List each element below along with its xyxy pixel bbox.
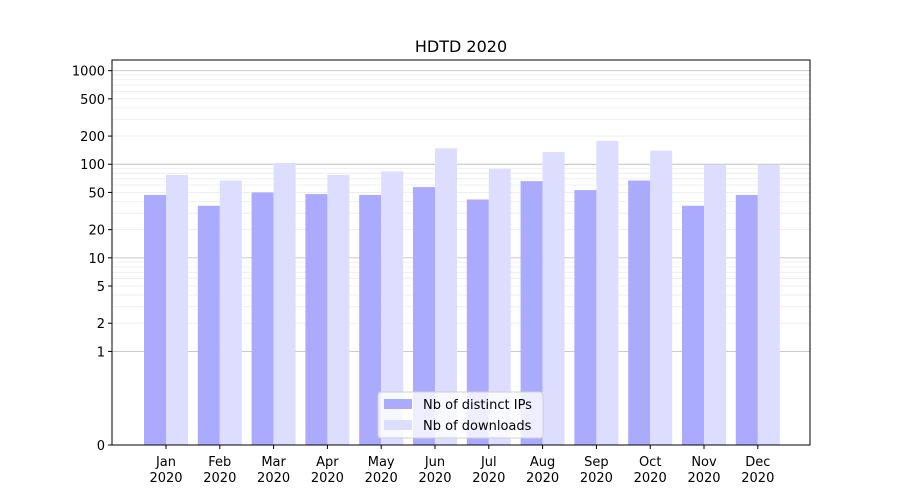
y-tick-label: 1000: [72, 65, 105, 80]
y-tick-label: 200: [80, 130, 105, 145]
bar-distinct-ips: [305, 194, 328, 445]
bar-distinct-ips: [520, 181, 543, 445]
bar-distinct-ips: [735, 194, 758, 445]
bar-downloads: [381, 171, 404, 445]
legend-box: [377, 391, 544, 439]
bar-downloads: [273, 163, 296, 445]
bar-distinct-ips: [682, 205, 704, 445]
x-tick-label: Feb 2020: [203, 455, 236, 486]
bar-downloads: [596, 140, 619, 445]
legend-label: Nb of distinct IPs: [423, 398, 532, 413]
bar-distinct-ips: [197, 205, 220, 445]
bar-distinct-ips: [359, 194, 382, 445]
x-tick-label: Mar 2020: [257, 455, 290, 486]
bar-distinct-ips: [466, 199, 489, 445]
bar-downloads: [166, 174, 188, 445]
y-tick-label: 10: [88, 252, 105, 267]
x-tick-label: Aug 2020: [526, 455, 559, 486]
y-tick-label: 100: [80, 158, 105, 173]
bar-distinct-ips: [251, 192, 274, 445]
y-tick-label: 1: [97, 345, 105, 360]
x-tick-label: May 2020: [365, 455, 398, 486]
y-tick-label: 0: [97, 439, 105, 454]
bar-downloads: [650, 150, 673, 445]
x-tick-label: Jun 2020: [418, 455, 451, 486]
y-tick-label: 50: [88, 186, 105, 201]
bar-downloads: [488, 168, 511, 445]
bar-distinct-ips: [628, 180, 651, 446]
bar-downloads: [219, 180, 242, 446]
y-axis: 0 1 2 5 10 20 50 100 200 500 1000: [72, 65, 112, 454]
x-tick-label: Oct 2020: [634, 455, 667, 486]
x-axis: Jan 2020 Feb 2020 Mar 2020 Apr 2020 May 2020 Jun 20…: [149, 445, 774, 486]
x-tick-label: Dec 2020: [741, 455, 774, 486]
x-tick-label: Jul 2020: [472, 455, 505, 486]
x-tick-label: Nov 2020: [687, 455, 720, 486]
y-tick-label: 5: [97, 280, 105, 295]
legend: Nb of distinct IPs Nb of downloads: [377, 391, 544, 439]
y-tick-label: 500: [80, 93, 105, 108]
x-tick-label: Apr 2020: [311, 455, 344, 486]
plot-frame: [111, 59, 811, 446]
bar-downloads: [327, 174, 350, 445]
bars: [144, 140, 780, 446]
y-tick-label: 20: [88, 224, 105, 239]
bar-distinct-ips: [574, 190, 597, 445]
bar-downloads: [435, 148, 457, 446]
bar-downloads: [542, 152, 565, 445]
x-tick-label: Jan 2020: [149, 455, 182, 486]
bar-distinct-ips: [413, 187, 435, 445]
chart-title: HDTD 2020: [415, 37, 507, 56]
bar-downloads: [757, 165, 780, 445]
bar-distinct-ips: [144, 194, 166, 445]
legend-swatch: [384, 420, 412, 430]
y-tick-label: 2: [97, 317, 105, 332]
bar-downloads: [704, 165, 726, 445]
x-tick-label: Sep 2020: [580, 455, 613, 486]
legend-swatch: [384, 399, 412, 409]
legend-label: Nb of downloads: [423, 419, 532, 434]
